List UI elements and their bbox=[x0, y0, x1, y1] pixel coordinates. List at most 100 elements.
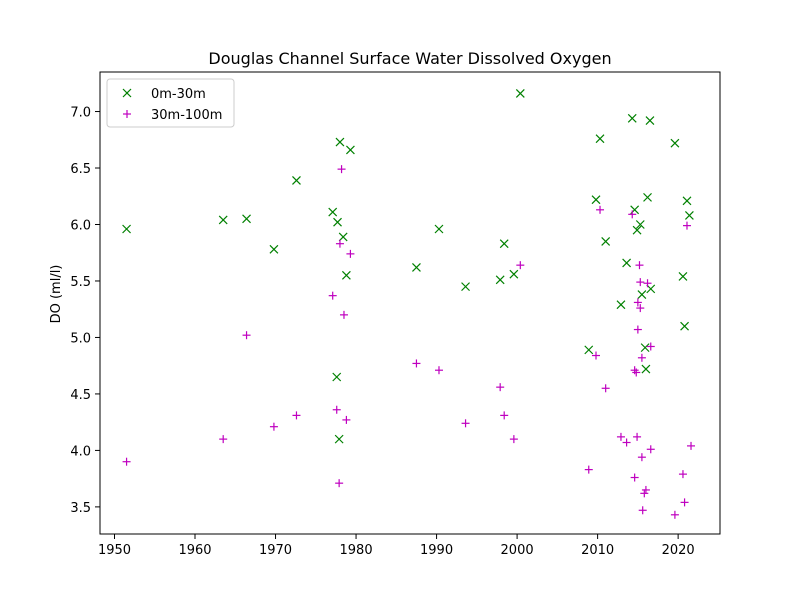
y-tick-label: 4.5 bbox=[70, 388, 91, 403]
data-point-x-series bbox=[515, 89, 525, 98]
y-tick-label: 6.0 bbox=[70, 218, 91, 233]
data-point-plus-series bbox=[632, 368, 641, 377]
data-point-plus-series bbox=[342, 415, 351, 424]
data-point-x-series bbox=[412, 262, 421, 272]
data-point-plus-series bbox=[680, 498, 689, 507]
data-point-x-series bbox=[345, 145, 355, 155]
data-point-x-series bbox=[627, 113, 637, 123]
y-tick-label: 3.5 bbox=[70, 501, 91, 516]
data-point-x-series bbox=[218, 215, 228, 225]
data-point-x-series bbox=[333, 217, 342, 227]
data-point-plus-series bbox=[269, 422, 278, 431]
data-point-plus-series bbox=[628, 210, 637, 219]
chart-title: Douglas Channel Surface Water Dissolved … bbox=[208, 49, 611, 68]
data-point-plus-series bbox=[633, 298, 642, 307]
data-point-plus-series bbox=[339, 310, 348, 319]
data-point-plus-series bbox=[242, 331, 251, 340]
x-tick-label: 2020 bbox=[662, 543, 695, 558]
data-point-x-series bbox=[616, 300, 626, 310]
data-point-plus-series bbox=[584, 465, 593, 474]
data-point-x-series bbox=[632, 225, 642, 235]
legend: 0m-30m 30m-100m bbox=[106, 78, 235, 128]
data-point-plus-series bbox=[122, 457, 131, 466]
data-point-plus-series bbox=[335, 239, 344, 248]
data-point-plus-series bbox=[500, 411, 509, 420]
data-point-x-series bbox=[584, 345, 594, 355]
data-point-plus-series bbox=[434, 366, 443, 375]
data-point-x-series bbox=[495, 275, 505, 285]
data-point-plus-series bbox=[292, 411, 301, 420]
data-point-plus-series bbox=[637, 353, 646, 362]
data-point-x-series bbox=[242, 214, 251, 224]
data-point-x-series bbox=[622, 258, 632, 268]
data-point-plus-series bbox=[670, 510, 679, 519]
data-point-plus-series bbox=[638, 506, 647, 515]
data-point-plus-series bbox=[461, 419, 470, 428]
data-point-x-series bbox=[341, 270, 351, 280]
data-point-x-series bbox=[643, 192, 652, 202]
data-point-plus-series bbox=[646, 342, 655, 351]
legend-box bbox=[106, 78, 235, 128]
data-point-x-series bbox=[645, 116, 655, 125]
data-point-plus-series bbox=[633, 432, 642, 441]
x-tick-label: 2010 bbox=[581, 543, 614, 558]
data-point-plus-series bbox=[616, 432, 625, 441]
data-point-plus-series bbox=[633, 325, 642, 334]
x-tick-label: 1970 bbox=[259, 543, 292, 558]
data-point-x-series bbox=[269, 244, 279, 254]
y-tick-label: 6.5 bbox=[70, 162, 91, 177]
data-point-x-series bbox=[434, 224, 444, 234]
plot-area-frame bbox=[99, 71, 721, 535]
data-point-plus-series bbox=[337, 165, 346, 174]
data-point-plus-series bbox=[592, 351, 600, 360]
x-axis-ticks: 1950 1960 1970 1980 1990 2000 2010 2020 bbox=[98, 534, 695, 558]
data-point-x-series bbox=[678, 272, 688, 281]
y-axis-ticks: 3.5 4.0 4.5 5.0 5.5 6.0 6.5 7.0 bbox=[70, 106, 100, 516]
x-tick-label: 1980 bbox=[340, 543, 373, 558]
data-point-plus-series bbox=[635, 261, 644, 270]
data-point-plus-series bbox=[641, 485, 650, 494]
data-point-plus-series bbox=[335, 479, 344, 488]
data-point-x-series bbox=[461, 282, 470, 292]
data-point-plus-series bbox=[346, 249, 355, 258]
data-point-x-series bbox=[601, 237, 611, 246]
data-point-plus-series bbox=[682, 221, 691, 230]
data-point-x-series bbox=[499, 239, 509, 249]
data-point-plus-series bbox=[496, 383, 505, 392]
data-point-x-series bbox=[680, 321, 689, 331]
data-point-plus-series bbox=[601, 384, 610, 393]
data-point-x-series bbox=[338, 232, 348, 242]
data-point-x-series bbox=[595, 134, 605, 144]
y-axis-label: DO (ml/l) bbox=[49, 265, 64, 324]
data-point-plus-series bbox=[596, 205, 605, 214]
data-point-x-series bbox=[641, 364, 651, 374]
legend-label-2: 30m-100m bbox=[151, 108, 222, 123]
data-point-plus-series bbox=[219, 435, 228, 444]
data-point-x-series bbox=[637, 290, 647, 299]
data-point-x-series bbox=[122, 224, 131, 234]
data-point-plus-series bbox=[637, 453, 646, 462]
data-point-plus-series bbox=[630, 473, 639, 482]
data-point-x-series bbox=[684, 211, 694, 220]
y-tick-label: 5.5 bbox=[70, 275, 91, 290]
legend-marker-1 bbox=[122, 88, 132, 98]
data-point-plus-series bbox=[509, 435, 518, 444]
data-point-x-series bbox=[332, 372, 342, 382]
legend-marker-2 bbox=[123, 110, 131, 118]
data-point-plus-series bbox=[332, 405, 341, 414]
x-tick-label: 1990 bbox=[420, 543, 453, 558]
data-point-plus-series bbox=[636, 278, 645, 287]
data-point-plus-series bbox=[643, 279, 652, 288]
data-point-plus-series bbox=[516, 261, 525, 270]
x-tick-label: 1950 bbox=[98, 543, 131, 558]
x-tick-label: 2000 bbox=[501, 543, 534, 558]
data-point-x-series bbox=[509, 269, 519, 279]
data-point-x-series bbox=[591, 195, 601, 205]
data-point-x-series bbox=[335, 137, 345, 147]
data-point-x-series bbox=[682, 196, 692, 206]
data-point-x-series bbox=[334, 434, 344, 444]
data-point-plus-series bbox=[646, 445, 655, 454]
data-point-plus-series bbox=[622, 438, 631, 447]
data-point-plus-series bbox=[678, 470, 687, 479]
